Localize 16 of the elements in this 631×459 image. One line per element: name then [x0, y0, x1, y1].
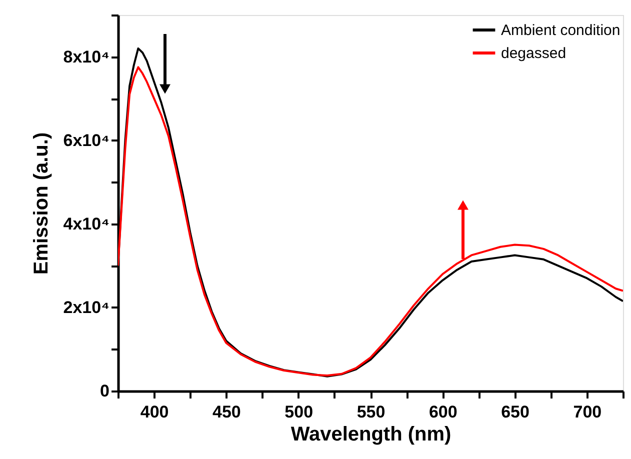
y-tick-label: 8x10⁴	[63, 47, 110, 66]
y-tick-label: 2x10⁴	[63, 298, 110, 317]
legend-label: degassed	[501, 45, 566, 62]
x-tick-label: 400	[140, 402, 169, 422]
y-tick-label: 6x10⁴	[63, 130, 110, 150]
x-tick-label: 650	[501, 402, 530, 422]
x-axis-title: Wavelength (nm)	[290, 424, 452, 446]
y-tick-label: 0	[100, 382, 110, 400]
x-tick-label: 450	[212, 402, 241, 422]
x-tick-label: 550	[356, 402, 386, 422]
y-tick-label: 4x10⁴	[63, 214, 110, 234]
legend-label: Ambient condition	[501, 22, 620, 39]
y-axis-title: Emission (a.u.)	[30, 132, 52, 275]
x-tick-label: 700	[573, 402, 602, 422]
x-tick-label: 600	[428, 402, 458, 422]
x-tick-label: 500	[284, 402, 314, 422]
